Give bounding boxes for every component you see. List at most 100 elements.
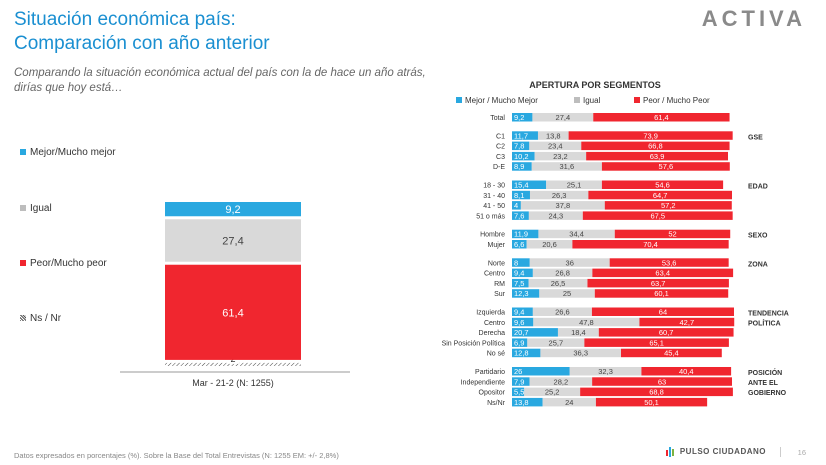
seg-bar-5-1-0 — [512, 317, 534, 327]
pulso-logo-icon — [665, 447, 674, 457]
seg-bar-2-0-2 — [601, 180, 724, 189]
pulso-ciudadano-logo: PULSO CIUDADANO — [665, 447, 766, 457]
seg-bar-4-0-2 — [609, 258, 729, 267]
seg-bar-label: 63,7 — [651, 279, 666, 288]
seg-bar-3-0-0 — [512, 229, 539, 239]
seg-row-label: Ns/Nr — [487, 400, 506, 407]
seg-bar-5-1-2 — [639, 317, 735, 327]
seg-bar-2-3-1 — [528, 211, 583, 220]
seg-bar-2-0-0 — [512, 180, 547, 189]
seg-bar-2-1-0 — [512, 190, 530, 200]
seg-row-label: RM — [494, 281, 505, 288]
seg-bar-2-3-2 — [582, 211, 733, 220]
seg-bar-6-2-2 — [580, 387, 733, 397]
seg-row-label: 31 - 40 — [483, 193, 505, 200]
legend-peor-swatch — [20, 260, 26, 267]
page-title-line2: Comparación con año anterior — [14, 33, 270, 54]
seg-bar-label: 9,2 — [514, 113, 524, 122]
seg-row-label: Sin Posición Política — [442, 340, 506, 347]
seg-bar-label: 23,2 — [553, 152, 568, 161]
seg-bar-6-0-1 — [569, 367, 642, 376]
main-bar-label-0: 9,2 — [225, 204, 240, 216]
seg-bar-2-1-1 — [529, 190, 589, 200]
seg-bar-2-1-2 — [588, 190, 733, 200]
main-bar-segment-2 — [165, 264, 301, 360]
seg-bar-1-2-1 — [534, 151, 587, 161]
seg-bar-label: 7,8 — [514, 142, 524, 151]
legend-nsnr-swatch — [20, 315, 26, 322]
seg-bar-6-3-0 — [512, 397, 543, 407]
seg-bar-label: 18,4 — [571, 328, 586, 337]
legend-mejor-label: Mejor/Mucho mejor — [30, 147, 116, 158]
seg-bar-label: 52 — [668, 230, 676, 239]
seg-row-label: Opositor — [479, 390, 506, 397]
seg-bar-3-1-2 — [572, 240, 729, 249]
seg-bar-label: 34,4 — [569, 230, 584, 239]
seg-legend-swatch-0 — [456, 97, 462, 103]
seg-bar-label: 4 — [514, 201, 518, 210]
legend-igual-label: Igual — [30, 203, 52, 214]
main-category-label: Mar - 21-2 (N: 1255) — [192, 378, 274, 388]
seg-bar-3-1-0 — [512, 240, 527, 249]
seg-bar-6-1-2 — [592, 377, 733, 386]
seg-bar-label: 6,6 — [514, 240, 524, 249]
page-number: 16 — [797, 448, 806, 457]
seg-bar-label: 23,4 — [548, 142, 563, 151]
seg-row-label: Norte — [488, 260, 505, 267]
seg-row-label: Total — [490, 115, 505, 122]
legend-peor-label: Peor/Mucho peor — [30, 258, 107, 269]
seg-bar-label: 60,7 — [659, 328, 674, 337]
seg-bar-1-0-1 — [537, 131, 569, 140]
legend-nsnr-label: Ns / Nr — [30, 313, 62, 324]
seg-bar-label: 12,3 — [514, 289, 529, 298]
seg-bar-6-3-1 — [542, 397, 596, 407]
seg-bar-1-3-1 — [531, 162, 602, 171]
seg-bar-label: 26,8 — [555, 269, 570, 278]
seg-bar-4-2-0 — [512, 278, 529, 288]
seg-bar-4-2-1 — [528, 278, 588, 288]
seg-bar-2-2-0 — [512, 201, 521, 210]
seg-group-label: EDAD — [748, 184, 768, 191]
seg-bar-label: 47,8 — [579, 318, 594, 327]
seg-bar-1-3-0 — [512, 162, 532, 171]
seg-bar-label: 8 — [514, 258, 518, 267]
seg-bar-label: 25,7 — [549, 338, 564, 347]
seg-bar-0-0-0 — [512, 113, 533, 122]
seg-row-label: Hombre — [480, 232, 505, 239]
seg-bar-label: 7,9 — [514, 377, 524, 386]
seg-bar-label: 57,6 — [659, 162, 674, 171]
seg-bar-label: 13,8 — [514, 398, 529, 407]
footer-note: Datos expresados en porcentajes (%). Sob… — [14, 451, 339, 460]
seg-row-label: C2 — [496, 144, 505, 151]
seg-bar-label: 63,9 — [650, 152, 665, 161]
seg-bar-4-1-1 — [532, 268, 593, 278]
seg-row-label: D-E — [493, 164, 505, 171]
pulso-logo-text: PULSO CIUDADANO — [679, 447, 766, 457]
seg-bar-label: 63,4 — [655, 269, 670, 278]
seg-bar-0-0-2 — [593, 113, 730, 122]
seg-bar-label: 64 — [659, 308, 667, 317]
seg-bar-label: 66,8 — [648, 142, 663, 151]
seg-bar-5-4-1 — [540, 348, 622, 358]
seg-bar-4-3-2 — [594, 289, 729, 298]
seg-bar-label: 37,8 — [556, 201, 571, 210]
seg-bar-label: 9,6 — [514, 318, 524, 327]
seg-row-label: C1 — [496, 133, 505, 140]
seg-bar-label: 24,3 — [549, 211, 564, 220]
seg-row-label: Derecha — [479, 330, 506, 337]
seg-row-label: Partidario — [475, 369, 505, 376]
legend-igual-swatch — [20, 205, 26, 212]
seg-bar-4-2-2 — [587, 278, 729, 288]
question-text: Comparando la situación económica actual… — [14, 67, 426, 94]
seg-legend-label-0: Mejor / Mucho Mejor — [465, 96, 538, 105]
seg-bar-label: 10,2 — [514, 152, 529, 161]
page-title-line1: Situación económica país: — [14, 9, 236, 30]
seg-bar-5-2-1 — [557, 328, 599, 337]
seg-row-label: Independiente — [461, 379, 505, 386]
seg-legend-label-1: Igual — [583, 96, 601, 105]
seg-legend-swatch-2 — [634, 97, 640, 103]
seg-bar-1-2-0 — [512, 151, 535, 161]
activa-logo: ACTIVA — [701, 6, 806, 31]
seg-bar-label: 36 — [566, 258, 574, 267]
seg-bar-6-2-1 — [524, 387, 581, 397]
